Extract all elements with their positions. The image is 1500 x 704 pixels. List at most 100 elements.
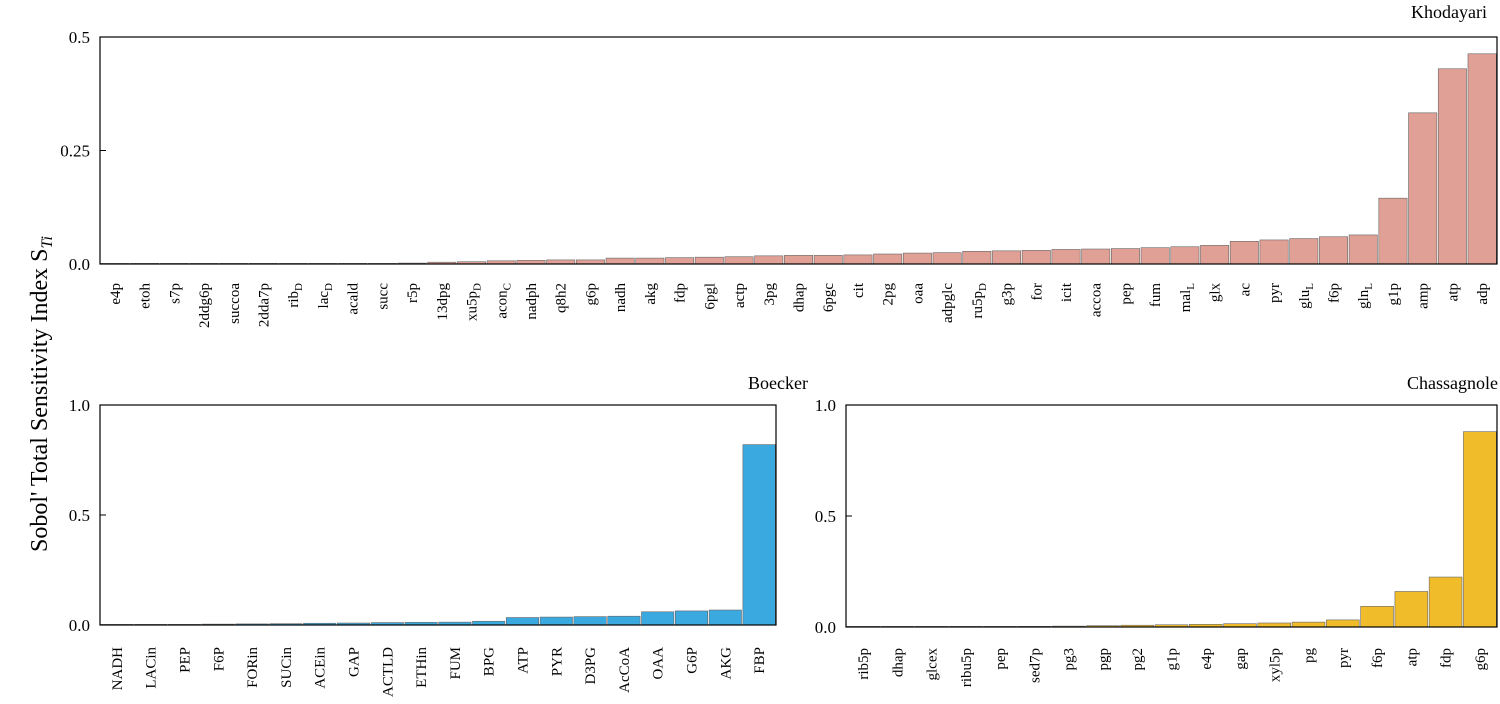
panel-chassagnole: Chassagnole 0.0 0.5 1.0 rib5p dhap glcex ribu… xyxy=(815,373,1498,687)
chassagnole-ytick-label-2: 1.0 xyxy=(815,396,836,415)
khodayari-xtick-label-25: cit xyxy=(851,282,867,298)
khodayari-xtick-label-28: adpglc xyxy=(940,283,956,323)
chassagnole-bar-18 xyxy=(1463,431,1497,628)
boecker-xtick-label-8: ACTLD xyxy=(380,647,396,697)
chassagnole-bar-13 xyxy=(1291,621,1326,628)
khodayari-xtick-label-23: dhap xyxy=(792,283,808,312)
panel-boecker: Boecker 0.0 0.5 1.0 NADH LACin PEP F6P FORin SU… xyxy=(69,373,808,697)
khodayari-xtick-label-45: atp xyxy=(1445,283,1461,301)
khodayari-xtick-label-33: accoa xyxy=(1089,283,1105,317)
khodayari-xtick-label-31: for xyxy=(1029,283,1045,301)
khodayari-bar-19 xyxy=(665,257,695,265)
khodayari-xtick-label-22: 3pg xyxy=(762,283,778,306)
khodayari-xtick-label-44: amp xyxy=(1416,283,1432,309)
panel-khodayari-frame xyxy=(99,36,1498,265)
chassagnole-xtick-label-2: glcex xyxy=(925,648,941,681)
boecker-xtick-label-7: GAP xyxy=(347,647,363,677)
khodayari-bar-30 xyxy=(992,250,1022,265)
khodayari-xtick-label-5: 2dda7p xyxy=(257,283,273,327)
khodayari-xtick-label-16: g6p xyxy=(583,283,599,306)
panel-khodayari: Khodayari 0.0 0.25 0.5 e4p etoh s7p 2ddg6p suc… xyxy=(60,2,1498,328)
khodayari-xtick-label-41: f6p xyxy=(1327,283,1343,303)
y-axis-label-sub: Ti xyxy=(39,236,56,248)
boecker-xtick-label-19: FBP xyxy=(752,647,768,674)
khodayari-xtick-label-30: g3p xyxy=(1000,283,1016,306)
khodayari-bar-28 xyxy=(932,252,962,265)
boecker-ytick-label-1: 0.5 xyxy=(69,506,90,525)
boecker-xtick-label-17: G6P xyxy=(685,647,701,674)
khodayari-bar-16 xyxy=(575,259,605,265)
chassagnole-bar-14 xyxy=(1326,619,1360,628)
boecker-xtick-label-11: BPG xyxy=(482,647,498,676)
khodayari-bar-32 xyxy=(1051,249,1081,265)
chassagnole-xtick-label-3: ribu5p xyxy=(959,648,975,687)
boecker-ytick-label-2: 1.0 xyxy=(69,396,90,415)
khodayari-xtick-label-42: glnL xyxy=(1356,283,1375,309)
boecker-xtick-label-5: SUCin xyxy=(279,647,295,688)
panel-boecker-frame xyxy=(99,404,777,626)
khodayari-bar-22 xyxy=(754,255,784,265)
boecker-xtick-label-6: ACEin xyxy=(313,647,329,689)
chassagnole-ytick-label-0: 0.0 xyxy=(815,618,836,637)
panel-chassagnole-title: Chassagnole xyxy=(1407,373,1498,393)
khodayari-xtick-label-24: 6pgc xyxy=(821,283,837,313)
boecker-xtick-label-18: AKG xyxy=(718,647,734,680)
khodayari-xtick-label-7: lacD xyxy=(316,283,335,308)
chassagnole-xtick-label-0: rib5p xyxy=(856,648,872,680)
chassagnole-xtick-label-16: atp xyxy=(1404,648,1420,666)
chassagnole-bar-16 xyxy=(1394,591,1429,628)
boecker-bar-15 xyxy=(607,615,641,626)
khodayari-xtick-label-4: succoa xyxy=(227,283,243,324)
chassagnole-xtick-label-12: xyl5p xyxy=(1267,648,1283,682)
boecker-bar-12 xyxy=(505,617,539,626)
khodayari-xtick-label-21: actp xyxy=(732,283,748,308)
boecker-xtick-label-0: NADH xyxy=(110,647,126,690)
chassagnole-xtick-label-11: gap xyxy=(1233,648,1249,670)
chassagnole-xtick-label-9: g1p xyxy=(1165,648,1181,671)
khodayari-bar-26 xyxy=(873,253,903,265)
khodayari-xtick-label-2: s7p xyxy=(167,283,183,304)
khodayari-xtick-label-43: g1p xyxy=(1386,283,1402,306)
chassagnole-xtick-label-10: e4p xyxy=(1199,648,1215,670)
boecker-xtick-label-9: ETHin xyxy=(414,647,430,688)
chassagnole-xtick-label-7: pgp xyxy=(1096,648,1112,671)
khodayari-bar-44 xyxy=(1408,112,1438,265)
khodayari-bar-39 xyxy=(1259,239,1289,265)
khodayari-bar-34 xyxy=(1111,248,1140,265)
boecker-xtick-label-13: PYR xyxy=(549,647,565,676)
chassagnole-bar-15 xyxy=(1360,606,1394,628)
khodayari-xtick-label-10: r5p xyxy=(405,283,421,303)
boecker-ytick-label-0: 0.0 xyxy=(69,616,90,635)
khodayari-bar-31 xyxy=(1021,250,1051,265)
boecker-bar-17 xyxy=(674,610,708,626)
boecker-xtick-label-16: OAA xyxy=(651,647,667,680)
khodayari-xtick-label-1: etoh xyxy=(138,283,154,309)
chassagnole-xtick-label-17: fdp xyxy=(1439,648,1455,668)
chassagnole-bar-17 xyxy=(1428,576,1463,628)
chassagnole-xtick-label-6: pg3 xyxy=(1062,648,1078,671)
khodayari-xtick-label-14: nadph xyxy=(524,283,540,320)
khodayari-xtick-label-35: fum xyxy=(1148,283,1164,307)
chassagnole-xtick-label-18: g6p xyxy=(1473,648,1489,671)
khodayari-bar-45 xyxy=(1437,68,1467,265)
khodayari-xtick-label-19: fdp xyxy=(673,283,689,303)
boecker-xtick-label-12: ATP xyxy=(516,647,532,674)
chassagnole-xtick-label-5: sed7p xyxy=(1027,648,1043,683)
khodayari-bar-15 xyxy=(546,259,576,265)
khodayari-bar-43 xyxy=(1378,197,1408,265)
boecker-xtick-label-15: AcCoA xyxy=(617,647,633,693)
khodayari-bar-25 xyxy=(843,254,873,265)
khodayari-ytick-label-0: 0.0 xyxy=(69,255,90,274)
khodayari-bar-40 xyxy=(1289,238,1319,265)
chassagnole-xtick-label-14: pyr xyxy=(1336,648,1352,668)
khodayari-xtick-label-11: 13dpg xyxy=(435,283,451,321)
boecker-xtick-label-1: LACin xyxy=(144,647,160,689)
khodayari-xtick-label-40: gluL xyxy=(1297,283,1316,309)
khodayari-xtick-label-18: akg xyxy=(643,283,659,305)
panel-boecker-title: Boecker xyxy=(748,373,808,393)
khodayari-bar-24 xyxy=(813,255,843,265)
boecker-bar-13 xyxy=(539,616,573,626)
boecker-bar-14 xyxy=(573,616,607,626)
khodayari-xtick-label-6: ribD xyxy=(286,283,305,308)
